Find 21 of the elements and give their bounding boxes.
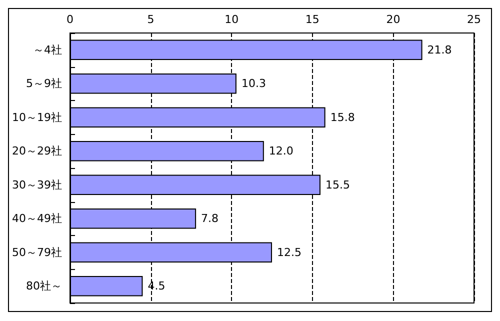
x-tick-label: 20 <box>386 13 400 26</box>
y-tick-label: 40～49社 <box>12 212 62 226</box>
y-tick-label: 20～29社 <box>12 144 62 158</box>
x-tick-label: 5 <box>147 13 154 26</box>
x-tick-label: 10 <box>224 13 239 26</box>
data-label: 12.0 <box>268 144 294 158</box>
data-label: 10.3 <box>241 77 266 90</box>
x-tick-label: 15 <box>305 13 320 26</box>
data-label: 12.5 <box>277 246 302 259</box>
y-tick-label: 5～9社 <box>26 77 62 90</box>
data-label: 21.8 <box>427 43 452 56</box>
x-tick-label: 25 <box>467 13 481 26</box>
y-tick-label: 50～79社 <box>12 246 62 259</box>
x-tick-label: 0 <box>66 13 74 26</box>
y-tick-label: 30～39社 <box>12 178 62 192</box>
data-label: 7.8 <box>201 212 219 226</box>
y-tick-label: 10～19社 <box>12 110 62 124</box>
data-label: 15.8 <box>330 110 355 124</box>
data-label: 15.5 <box>325 178 350 192</box>
y-tick-label: ～4社 <box>33 43 62 56</box>
y-tick-label: 80社～ <box>26 280 62 293</box>
